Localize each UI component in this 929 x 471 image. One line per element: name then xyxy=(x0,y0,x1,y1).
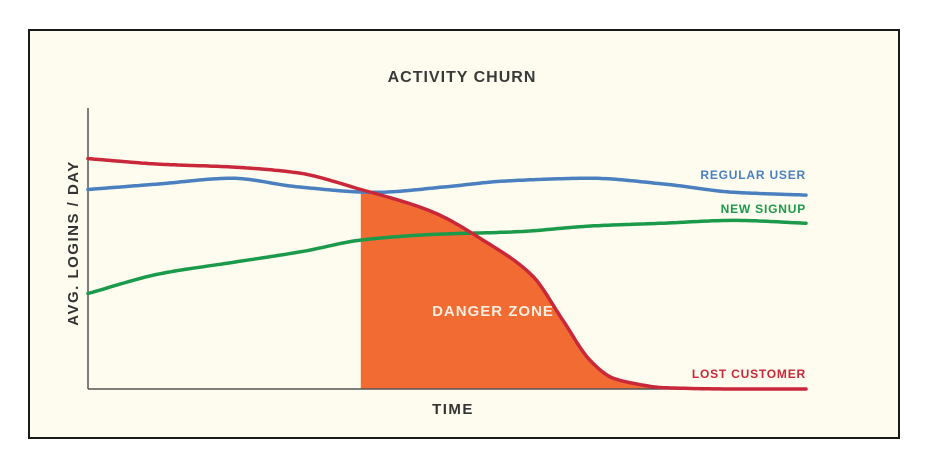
new-signup-label: NEW SIGNUP xyxy=(721,202,806,216)
danger-zone-area xyxy=(360,189,806,389)
regular-user-label: REGULAR USER xyxy=(700,168,806,182)
lost-customer-line xyxy=(86,156,808,391)
danger-zone-label: DANGER ZONE xyxy=(432,303,554,320)
new-signup-line xyxy=(86,218,808,296)
y-axis-label: AVG. LOGINS / DAY xyxy=(65,160,82,326)
plot-area: DANGER ZONE REGULAR USER NEW SIGNUP LOST CU… xyxy=(86,108,808,391)
regular-user-line xyxy=(86,176,808,197)
chart-title: ACTIVITY CHURN xyxy=(388,69,537,86)
lost-customer-label: LOST CUSTOMER xyxy=(692,367,806,381)
x-axis-label: TIME xyxy=(432,401,474,418)
